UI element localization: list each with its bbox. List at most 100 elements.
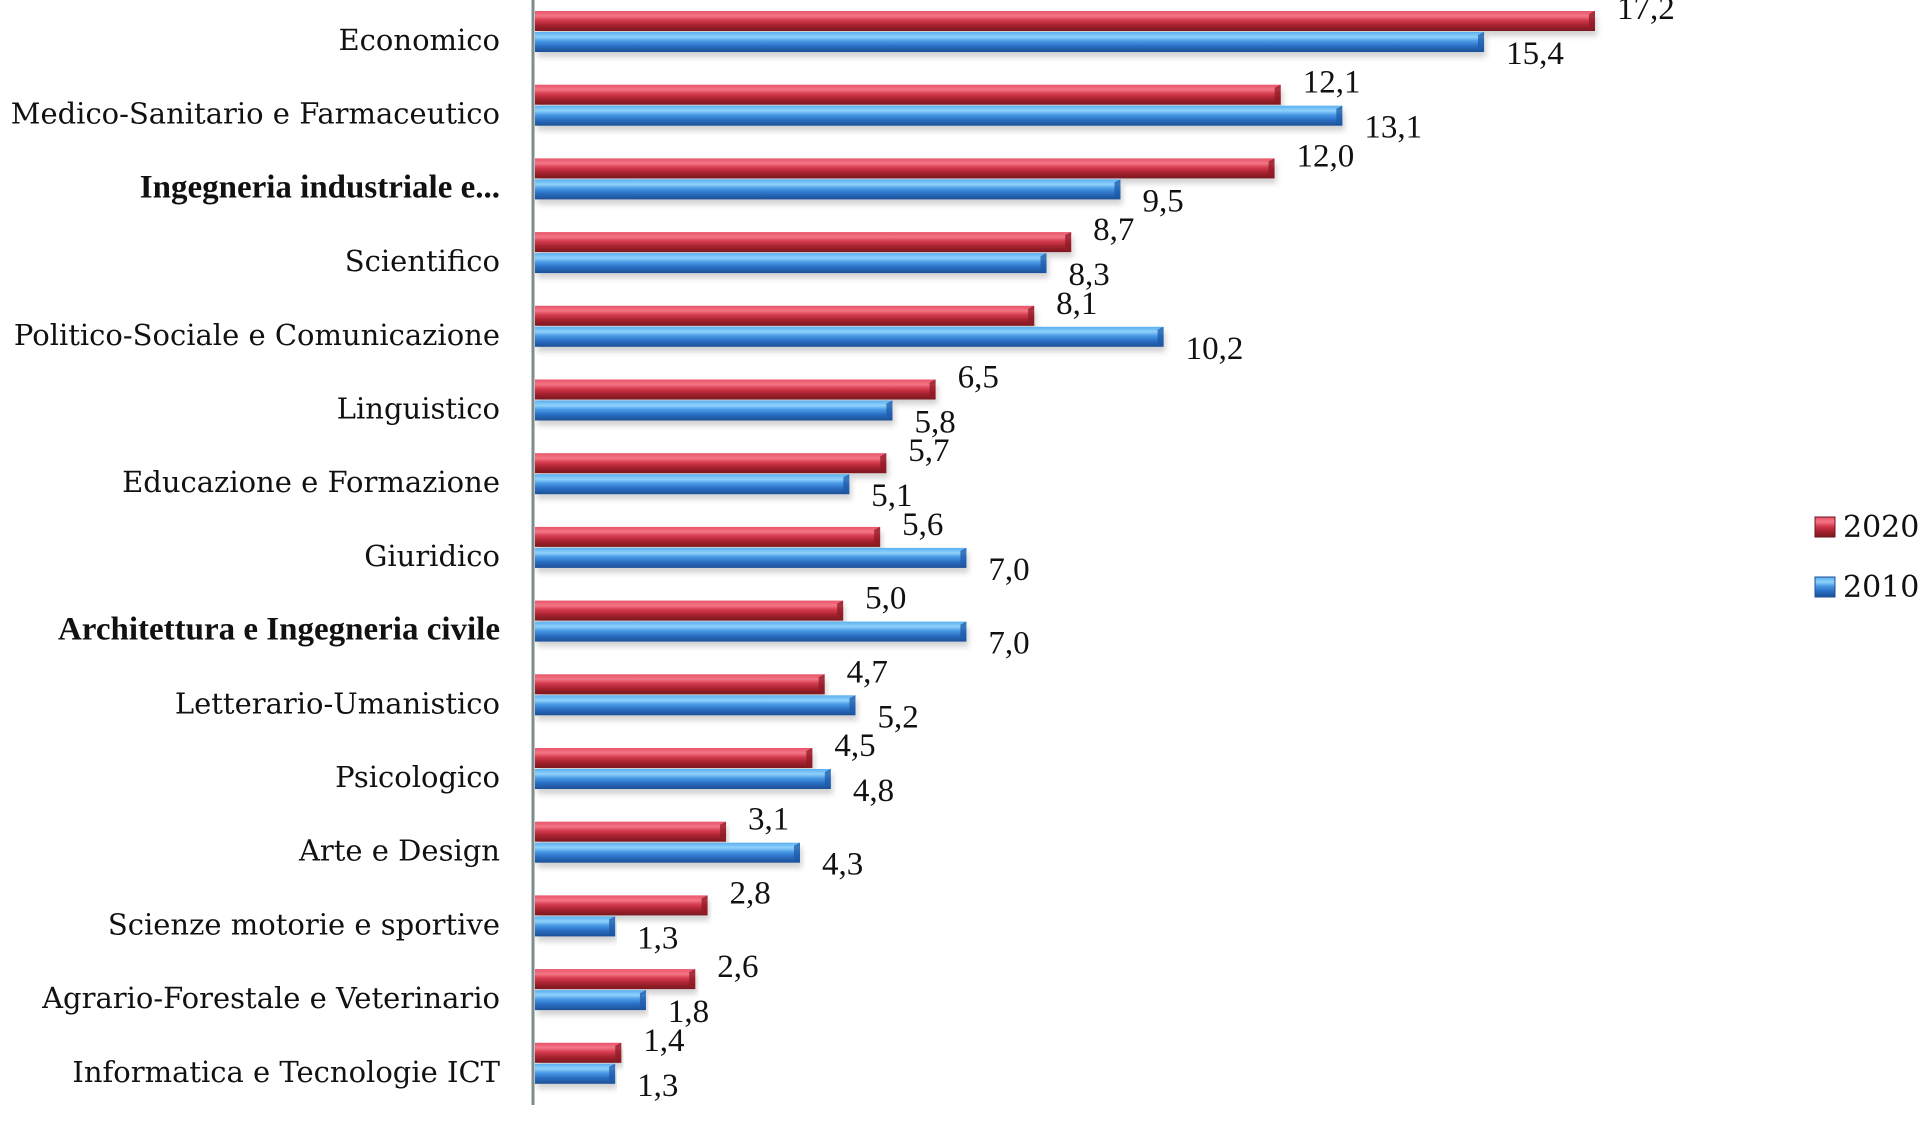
value-label-2020: 2,8: [730, 875, 771, 911]
value-label-2020: 8,7: [1093, 212, 1134, 248]
bar-end-cap: [1157, 326, 1164, 347]
bar-end-cap: [960, 621, 967, 642]
bar-2010: [535, 842, 800, 863]
category-label: Medico-Sanitario e Farmaceutico: [11, 97, 500, 131]
bar-end-cap: [609, 916, 616, 937]
value-label-2020: 5,0: [865, 581, 906, 617]
legend-label-2020: 2020: [1843, 510, 1919, 545]
bar-2020-rect: [535, 526, 881, 547]
bar-2020: [535, 600, 844, 621]
value-label-2010: 4,8: [853, 773, 894, 809]
value-label-2020: 3,1: [748, 802, 789, 838]
category-labels: Economico Medico-Sanitario e Farmaceutico…: [11, 23, 501, 1089]
bar-2020-rect: [535, 305, 1035, 326]
bar-2020-rect: [535, 11, 1595, 31]
bar-2020: [535, 748, 813, 768]
category-label: Scientifico: [345, 244, 500, 278]
category-label: Giuridico: [364, 539, 500, 573]
value-label-2010: 7,0: [988, 626, 1029, 662]
value-label-2010: 5,8: [914, 405, 955, 441]
value-label-2010: 8,3: [1069, 257, 1110, 293]
bar-end-cap: [837, 600, 844, 621]
value-label-2010: 7,0: [988, 552, 1029, 588]
bar-end-cap: [880, 453, 887, 474]
bar-end-cap: [720, 821, 727, 842]
bar-2020: [535, 305, 1035, 326]
bar-end-cap: [874, 526, 881, 547]
bar-end-cap: [1028, 305, 1035, 326]
bar-end-cap: [886, 400, 893, 421]
value-label-2010: 5,1: [871, 478, 912, 514]
bar-2020-rect: [535, 158, 1275, 179]
value-label-2020: 12,0: [1297, 138, 1355, 174]
bar-2010-rect: [535, 769, 831, 789]
bar-2010-rect: [535, 547, 967, 568]
value-label-2010: 5,2: [877, 699, 918, 735]
value-label-2020: 4,5: [834, 728, 875, 764]
bar-end-cap: [609, 1063, 616, 1084]
bar-end-cap: [960, 547, 967, 568]
bar-2020: [535, 969, 696, 990]
legend-swatch-2020: [1814, 516, 1836, 538]
bar-end-cap: [1114, 179, 1121, 200]
bar-2020: [535, 453, 887, 474]
bar-end-cap: [1478, 32, 1485, 52]
bar-2010: [535, 400, 893, 421]
category-label: Ingegneria industriale e...: [140, 169, 500, 205]
bar-2020: [535, 1042, 622, 1063]
bar-2020: [535, 84, 1281, 105]
value-label-2020: 8,1: [1056, 286, 1097, 322]
bar-2010-rect: [535, 105, 1343, 126]
value-label-2020: 2,6: [717, 949, 758, 985]
value-label-2020: 1,4: [643, 1023, 684, 1059]
bar-2010-rect: [535, 326, 1164, 347]
bar-2010: [535, 326, 1164, 347]
bar-2010: [535, 547, 967, 568]
bar-2010: [535, 474, 850, 495]
bar-end-cap: [818, 674, 825, 695]
bar-2010: [535, 105, 1343, 126]
category-label: Informatica e Tecnologie ICT: [72, 1055, 500, 1089]
bar-2010-rect: [535, 400, 893, 421]
bar-2010: [535, 1063, 616, 1084]
bar-2010-rect: [535, 916, 616, 937]
bar-2010-rect: [535, 695, 856, 716]
category-label: Educazione e Formazione: [122, 465, 500, 499]
bar-2020: [535, 11, 1595, 31]
value-label-2010: 4,3: [822, 847, 863, 883]
legend: 2020 2010: [1814, 510, 1919, 605]
bar-end-cap: [794, 842, 800, 863]
bar-2010: [535, 179, 1121, 200]
bar-2020-rect: [535, 379, 936, 400]
category-label: Letterario-Umanistico: [175, 686, 500, 720]
bar-2020-rect: [535, 674, 825, 695]
bars: [535, 11, 1595, 1084]
bar-2010: [535, 621, 967, 642]
value-label-2020: 4,7: [847, 654, 888, 690]
category-label: Scienze motorie e sportive: [108, 907, 500, 941]
bar-end-cap: [701, 895, 708, 916]
bar-2020-rect: [535, 84, 1281, 105]
bar-2020: [535, 821, 727, 842]
bar-end-cap: [929, 379, 936, 400]
bar-end-cap: [1040, 253, 1047, 274]
category-label: Agrario-Forestale e Veterinario: [41, 981, 500, 1015]
legend-label-2010: 2010: [1843, 570, 1919, 605]
bar-2020-rect: [535, 600, 844, 621]
value-labels: 17,215,412,113,112,09,58,78,38,110,26,55…: [637, 0, 1675, 1104]
value-label-2020: 5,6: [902, 507, 943, 543]
value-label-2020: 17,2: [1617, 0, 1675, 27]
category-label: Arte e Design: [298, 834, 500, 868]
bar-end-cap: [806, 748, 813, 768]
bar-2010: [535, 695, 856, 716]
bar-end-cap: [1274, 84, 1281, 105]
bar-2020: [535, 526, 881, 547]
bar-end-cap: [639, 990, 646, 1011]
value-label-2020: 12,1: [1303, 65, 1361, 101]
bar-end-cap: [615, 1042, 622, 1063]
bar-end-cap: [824, 769, 831, 789]
bar-2020: [535, 895, 708, 916]
bar-end-cap: [1336, 105, 1343, 126]
value-label-2010: 1,8: [668, 994, 709, 1030]
bar-2010-rect: [535, 990, 646, 1011]
